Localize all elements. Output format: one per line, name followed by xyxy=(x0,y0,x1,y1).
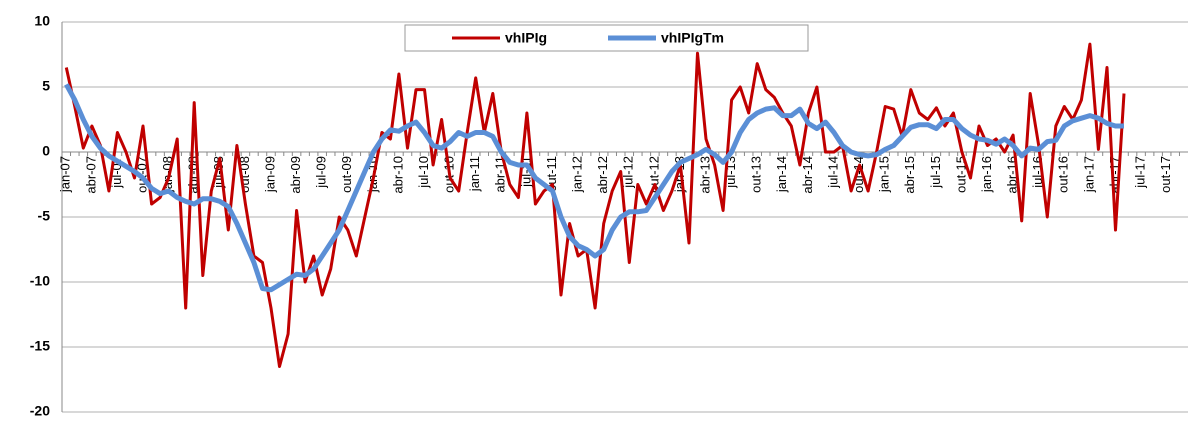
x-tick-label: jan-11 xyxy=(467,156,482,192)
x-tick-label: out-12 xyxy=(646,156,661,193)
x-tick-label: abr-12 xyxy=(595,156,610,194)
x-tick-label: abr-11 xyxy=(493,156,508,193)
x-tick-label: abr-07 xyxy=(83,156,98,194)
x-tick-label: jul-09 xyxy=(314,156,329,189)
y-tick-label: -5 xyxy=(38,208,51,224)
x-tick-label: abr-09 xyxy=(288,156,303,194)
x-tick-label: jan-14 xyxy=(774,156,789,193)
y-tick-label: -15 xyxy=(30,338,50,354)
legend-label: vhIPIg xyxy=(505,30,547,46)
x-tick-label: out-16 xyxy=(1056,156,1071,193)
x-tick-label: out-13 xyxy=(749,156,764,193)
x-tick-label: abr-13 xyxy=(697,156,712,194)
x-tick-label: abr-10 xyxy=(390,156,405,194)
x-tick-label: out-17 xyxy=(1158,156,1173,193)
x-tick-label: abr-15 xyxy=(902,156,917,194)
x-tick-label: jan-07 xyxy=(58,156,73,193)
y-tick-label: -10 xyxy=(30,273,50,289)
y-tick-label: 5 xyxy=(42,78,50,94)
y-tick-label: -20 xyxy=(30,403,50,419)
legend-label: vhIPIgTm xyxy=(661,30,724,46)
x-tick-label: jul-17 xyxy=(1133,156,1148,189)
y-tick-label: 0 xyxy=(42,143,50,159)
x-tick-label: jul-10 xyxy=(416,156,431,189)
y-tick-label: 10 xyxy=(34,13,50,29)
x-tick-label: jan-15 xyxy=(877,156,892,193)
series-line xyxy=(64,83,1124,293)
x-tick-label: jan-17 xyxy=(1081,156,1096,193)
x-tick-label: jul-14 xyxy=(825,156,840,189)
x-tick-label: jul-15 xyxy=(928,156,943,189)
x-tick-label: jan-09 xyxy=(262,156,277,193)
x-tick-label: out-09 xyxy=(339,156,354,193)
x-tick-label: jan-12 xyxy=(570,156,585,193)
x-tick-label: out-11 xyxy=(544,156,559,192)
x-tick-label: abr-14 xyxy=(800,156,815,194)
x-tick-label: out-15 xyxy=(953,156,968,193)
x-tick-label: jul-12 xyxy=(621,156,636,189)
x-tick-label: jan-16 xyxy=(979,156,994,193)
